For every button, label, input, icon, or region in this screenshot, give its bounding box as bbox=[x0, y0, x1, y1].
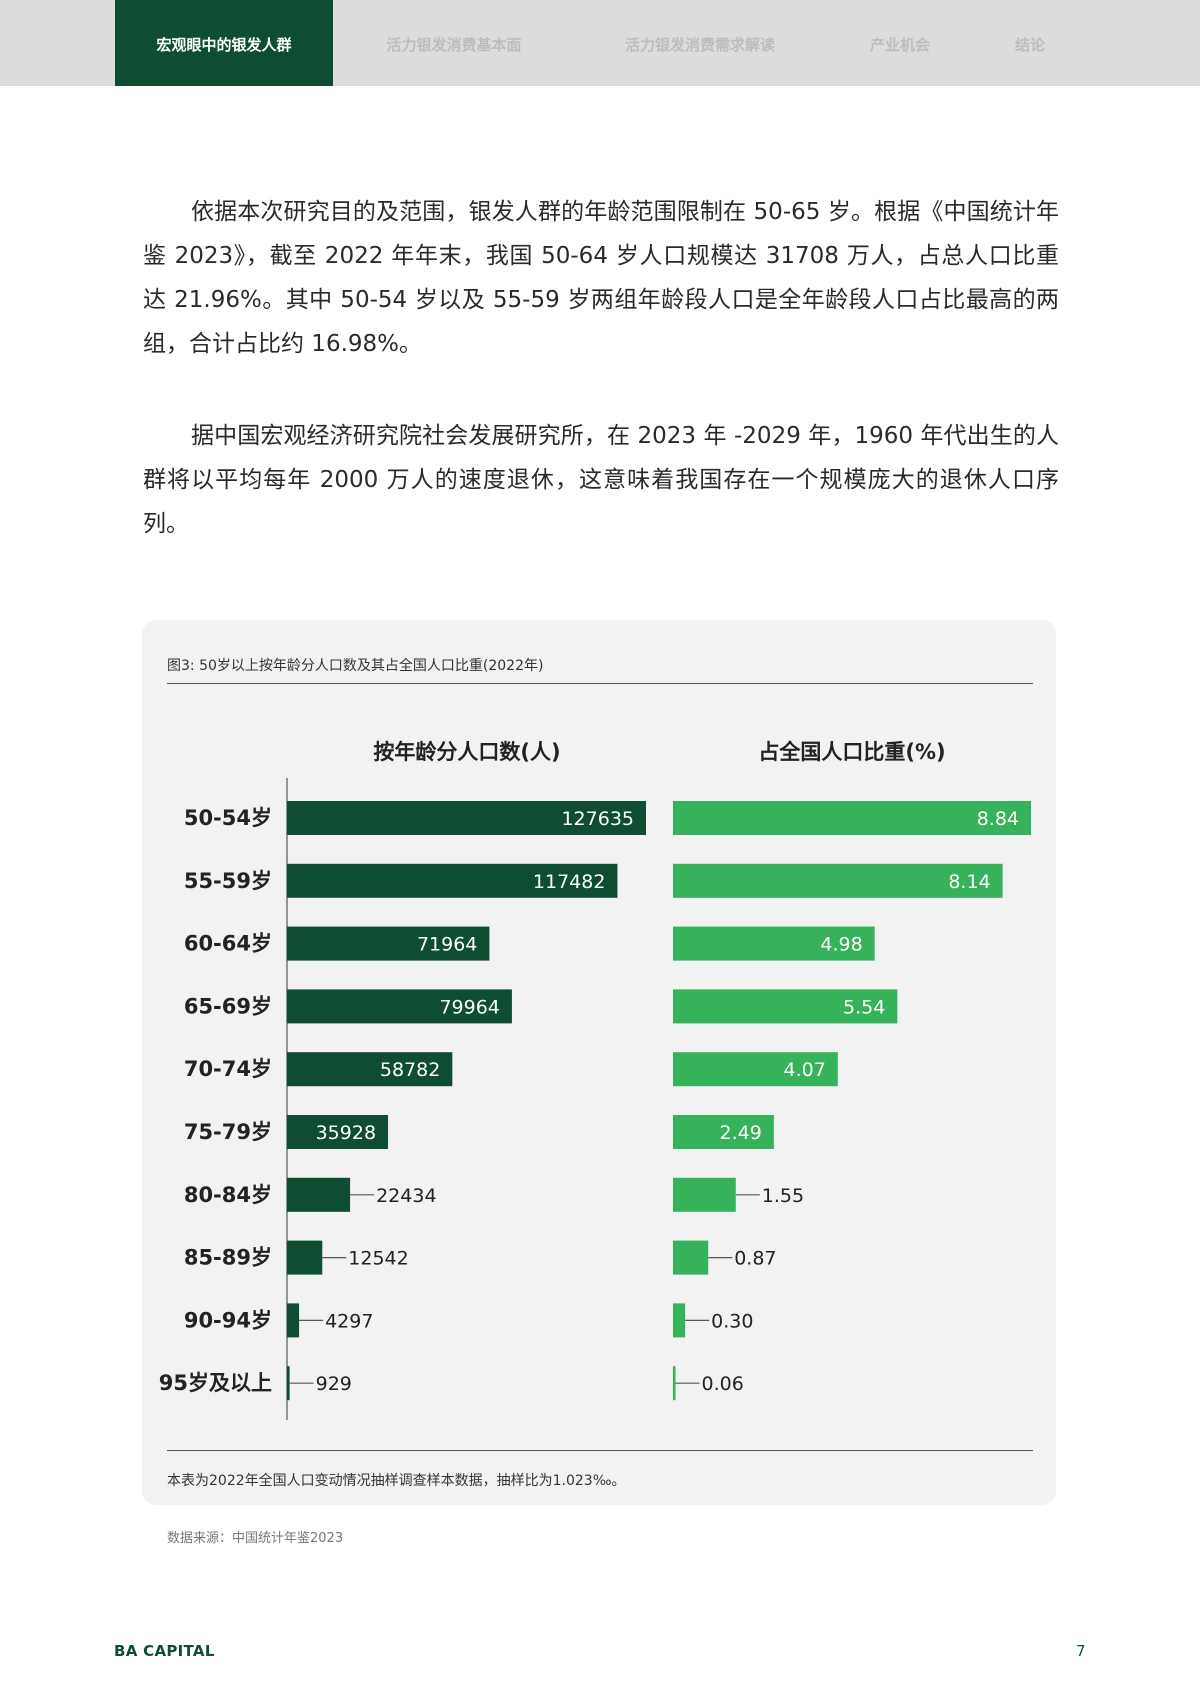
category-label: 60-64岁 bbox=[184, 932, 272, 956]
share-bar bbox=[673, 1240, 709, 1275]
data-label: 117482 bbox=[533, 871, 606, 893]
category-label: 95岁及以上 bbox=[159, 1371, 272, 1395]
top-navigation: 宏观眼中的银发人群 活力银发消费基本面 活力银发消费需求解读 产业机会 结论 bbox=[0, 0, 1200, 86]
category-label: 70-74岁 bbox=[184, 1057, 272, 1081]
share-bar bbox=[673, 1177, 736, 1212]
tab-demand-interpretation[interactable]: 活力银发消费需求解读 bbox=[624, 36, 775, 54]
share-bar bbox=[673, 1115, 774, 1149]
share-bar bbox=[673, 801, 1031, 835]
share-bar bbox=[673, 1303, 686, 1338]
data-label: 0.87 bbox=[734, 1248, 776, 1270]
data-label: 2.49 bbox=[720, 1122, 762, 1144]
category-label: 85-89岁 bbox=[184, 1246, 272, 1270]
data-label: 35928 bbox=[316, 1122, 376, 1144]
tab-silver-group-macro[interactable]: 宏观眼中的银发人群 bbox=[115, 0, 333, 86]
population-bar bbox=[287, 1303, 300, 1338]
category-label: 65-69岁 bbox=[184, 994, 272, 1018]
data-label: 71964 bbox=[417, 934, 477, 956]
data-label: 127635 bbox=[561, 808, 634, 830]
category-label: 75-79岁 bbox=[184, 1120, 272, 1144]
figure-bottom-rule bbox=[167, 1450, 1033, 1451]
data-label: 8.84 bbox=[977, 808, 1019, 830]
category-label: 50-54岁 bbox=[184, 806, 272, 830]
share-bar bbox=[673, 1052, 838, 1087]
data-label: 79964 bbox=[439, 996, 499, 1018]
population-bar bbox=[287, 1052, 453, 1087]
share-bar bbox=[673, 926, 875, 961]
data-label: 8.14 bbox=[948, 871, 990, 893]
data-label: 4297 bbox=[325, 1310, 373, 1332]
tab-consumption-fundamentals[interactable]: 活力银发消费基本面 bbox=[386, 36, 522, 54]
share-bar bbox=[673, 989, 898, 1024]
figure-note: 本表为2022年全国人口变动情况抽样调查样本数据，抽样比为1.023‰。 bbox=[167, 1473, 626, 1489]
body-paragraph-1: 依据本次研究目的及范围，银发人群的年龄范围限制在 50-65 岁。根据《中国统计… bbox=[143, 199, 1059, 357]
population-bar bbox=[287, 1177, 351, 1212]
page-number: 7 bbox=[1076, 1642, 1086, 1660]
category-label: 55-59岁 bbox=[184, 869, 272, 893]
data-label: 22434 bbox=[376, 1185, 436, 1207]
population-bar bbox=[287, 1240, 323, 1275]
tab-conclusion[interactable]: 结论 bbox=[1014, 36, 1045, 54]
data-label: 5.54 bbox=[843, 996, 885, 1018]
body-paragraph-2: 据中国宏观经济研究院社会发展研究所，在 2023 年 -2029 年，1960 … bbox=[143, 423, 1059, 537]
data-source: 数据来源：中国统计年鉴2023 bbox=[167, 1531, 344, 1546]
population-bar bbox=[287, 1115, 389, 1149]
tab-industry-opportunity[interactable]: 产业机会 bbox=[869, 36, 930, 54]
data-label: 58782 bbox=[380, 1059, 440, 1081]
figure-top-rule bbox=[167, 683, 1033, 684]
footer-brand: BA CAPITAL bbox=[114, 1642, 215, 1660]
population-bar bbox=[287, 926, 490, 961]
data-label: 0.06 bbox=[702, 1373, 744, 1395]
data-label: 1.55 bbox=[762, 1185, 804, 1207]
figure-title: 图3: 50岁以上按年龄分人口数及其占全国人口比重(2022年) bbox=[167, 658, 544, 674]
data-label: 12542 bbox=[348, 1248, 408, 1270]
data-label: 0.30 bbox=[711, 1310, 753, 1332]
category-label: 80-84岁 bbox=[184, 1183, 272, 1207]
share-bar bbox=[673, 1366, 676, 1401]
population-bar bbox=[287, 989, 512, 1024]
population-bar bbox=[287, 801, 646, 835]
share-bar bbox=[673, 863, 1003, 898]
population-bar bbox=[287, 863, 618, 898]
category-label: 90-94岁 bbox=[184, 1308, 272, 1332]
data-label: 4.98 bbox=[820, 934, 862, 956]
series-header-population: 按年龄分人口数(人) bbox=[373, 740, 561, 764]
series-header-share: 占全国人口比重(%) bbox=[758, 740, 946, 764]
population-bar bbox=[287, 1366, 290, 1401]
data-label: 4.07 bbox=[784, 1059, 826, 1081]
data-label: 929 bbox=[316, 1373, 352, 1395]
